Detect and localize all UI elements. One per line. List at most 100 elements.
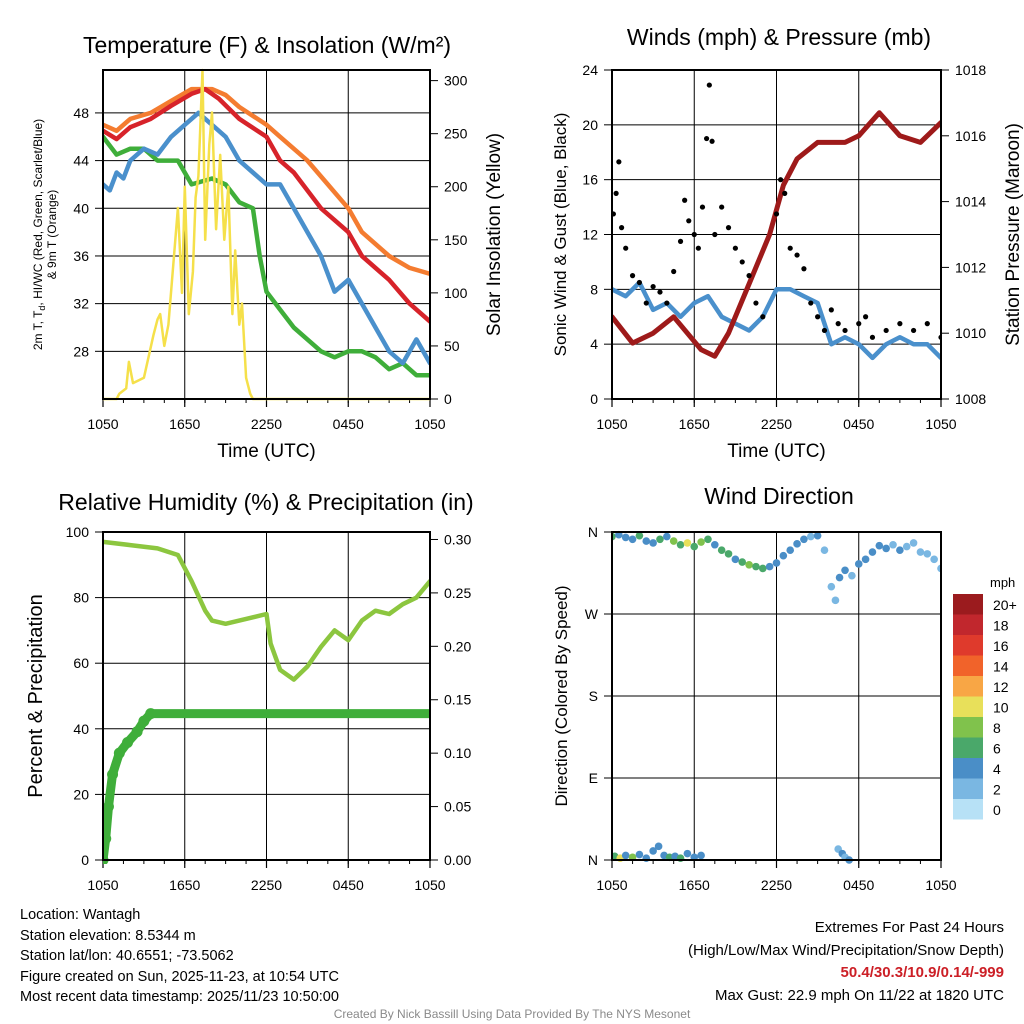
direction-point bbox=[854, 560, 863, 568]
direction-point bbox=[875, 541, 884, 550]
x-tick-label: 1650 bbox=[169, 416, 200, 432]
created-text: Figure created on Sun, 2025-11-23, at 10… bbox=[20, 968, 339, 985]
x-tick-label: 1050 bbox=[414, 416, 445, 432]
credit-text: Created By Nick Bassill Using Data Provi… bbox=[333, 1007, 691, 1021]
y-tick-label: 40 bbox=[73, 721, 89, 737]
x-tick-label: 0450 bbox=[843, 416, 874, 432]
series-line-9m-t bbox=[103, 86, 430, 277]
gust-point bbox=[686, 218, 692, 224]
direction-point bbox=[896, 546, 904, 555]
y-tick-label: 12 bbox=[582, 227, 598, 243]
y-axis-label: Sonic Wind & Gust (Blue, Black) bbox=[551, 113, 570, 357]
location-text: Location: Wantagh bbox=[20, 907, 141, 923]
y-tick-label: 4 bbox=[590, 336, 598, 352]
y-tick-label: S bbox=[589, 688, 598, 704]
gust-point bbox=[636, 279, 643, 286]
y-tick-label: 44 bbox=[73, 153, 89, 169]
plot-area bbox=[612, 82, 941, 361]
y-tick-label: 32 bbox=[73, 296, 89, 312]
series-line-td bbox=[103, 134, 430, 378]
direction-point bbox=[848, 571, 856, 580]
direction-point bbox=[731, 555, 740, 564]
gust-point bbox=[924, 321, 930, 327]
y-axis-label-subscript: d bbox=[37, 306, 47, 311]
direction-point bbox=[835, 573, 844, 582]
legend-label: 2 bbox=[993, 782, 1001, 798]
legend-swatch bbox=[953, 635, 983, 656]
extremes-info: Extremes For Past 24 Hours (High/Low/Max… bbox=[688, 917, 1004, 1007]
direction-point bbox=[909, 539, 918, 547]
legend-title: mph bbox=[990, 575, 1015, 590]
direction-point bbox=[738, 558, 747, 566]
recent-text: Most recent data timestamp: 2025/11/23 1… bbox=[20, 989, 339, 1005]
y-right-tick-label: 250 bbox=[444, 126, 468, 142]
gust-point bbox=[753, 300, 759, 306]
max-gust-text: Max Gust: 22.9 mph On 11/22 at 1820 UTC bbox=[714, 986, 1004, 1004]
series-line-pressure bbox=[612, 110, 941, 359]
y-right-tick-label: 1010 bbox=[955, 325, 986, 341]
precip-point bbox=[131, 726, 143, 738]
gust-point bbox=[616, 159, 622, 165]
y-axis-label: Percent & Precipitation bbox=[25, 594, 47, 797]
direction-point bbox=[923, 550, 932, 558]
panel-4: Wind Direction 1050 1650 2250 0450 1050 N E S W N D… bbox=[552, 483, 1017, 893]
y-right-tick-label: 100 bbox=[444, 285, 468, 301]
direction-point bbox=[868, 548, 877, 556]
gust-point bbox=[801, 266, 807, 272]
gust-point bbox=[815, 314, 821, 320]
y-tick-label: 20 bbox=[73, 786, 89, 802]
precip-point bbox=[138, 715, 150, 727]
legend-label: 8 bbox=[993, 720, 1001, 736]
gust-point bbox=[623, 245, 629, 251]
precip-point bbox=[103, 833, 112, 845]
x-tick-label: 1650 bbox=[679, 877, 710, 893]
y-right-tick-label: 200 bbox=[444, 179, 468, 195]
y-right-axis-label: Solar Insolation (Yellow) bbox=[484, 133, 505, 336]
gust-point bbox=[703, 135, 710, 142]
plot-frame bbox=[102, 69, 431, 400]
x-tick-label: 0450 bbox=[843, 877, 874, 893]
y-right-tick-label: 1012 bbox=[955, 259, 986, 275]
gust-point bbox=[739, 259, 745, 265]
y-tick-label: 40 bbox=[73, 200, 89, 216]
gust-point bbox=[883, 327, 889, 334]
direction-point bbox=[813, 531, 822, 540]
direction-point bbox=[765, 562, 774, 571]
direction-point bbox=[930, 555, 938, 564]
legend-label: 10 bbox=[993, 700, 1009, 716]
gust-point bbox=[650, 283, 656, 290]
y-tick-label: N bbox=[588, 524, 598, 540]
direction-point bbox=[697, 851, 705, 860]
direction-point bbox=[779, 551, 788, 560]
precip-point bbox=[113, 747, 125, 759]
gust-point bbox=[782, 190, 788, 196]
y-axis-label-part: 2m T, T bbox=[31, 310, 45, 350]
x-tick-label: 1050 bbox=[925, 416, 956, 432]
direction-point bbox=[841, 566, 849, 575]
plot-frame bbox=[102, 531, 431, 861]
legend-label: 20+ bbox=[993, 597, 1017, 613]
y-tick-label: W bbox=[585, 606, 599, 622]
gust-point bbox=[613, 190, 619, 196]
direction-point bbox=[752, 562, 760, 571]
panel-2: Winds (mph) & Pressure (mb) 1050 1650 2250 0… bbox=[551, 24, 1024, 462]
direction-point bbox=[663, 532, 671, 541]
chart-title: Temperature (F) & Insolation (W/m²) bbox=[83, 32, 451, 58]
direction-point bbox=[690, 542, 699, 551]
extremes-values: 50.4/30.3/10.9/0.14/-999 bbox=[840, 964, 1004, 981]
y-tick-label: 16 bbox=[582, 172, 598, 188]
legend-swatch bbox=[953, 655, 983, 676]
direction-point bbox=[916, 548, 925, 556]
y-right-tick-label: 150 bbox=[444, 232, 468, 248]
x-tick-label: 1050 bbox=[596, 877, 627, 893]
gust-point bbox=[856, 321, 862, 327]
plot-frame bbox=[611, 531, 942, 861]
y-right-tick-label: 1016 bbox=[955, 128, 986, 144]
y-right-tick-label: 0.30 bbox=[444, 531, 471, 547]
y-axis-label-line2: & 9m T (Orange) bbox=[45, 190, 59, 280]
gust-point bbox=[910, 327, 917, 334]
x-tick-label: 1050 bbox=[925, 877, 956, 893]
y-right-tick-label: 0.00 bbox=[444, 852, 471, 868]
series-line-rh bbox=[103, 539, 430, 682]
legend-label: 4 bbox=[993, 761, 1001, 777]
